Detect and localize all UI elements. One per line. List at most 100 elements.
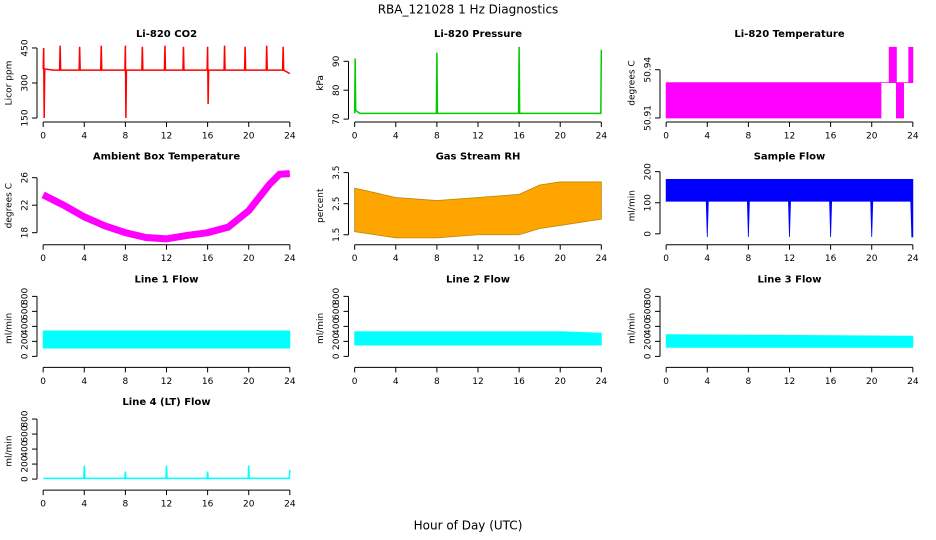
y-tick-label: 600: [332, 303, 342, 320]
x-tick-label: 20: [243, 377, 255, 387]
x-tick-label: 16: [825, 377, 837, 387]
y-tick-label: 450: [21, 39, 31, 56]
y-axis-label: ml/min: [628, 313, 638, 344]
data-line: [41, 170, 291, 243]
x-tick-label: 20: [866, 254, 878, 264]
x-tick-label: 4: [81, 500, 87, 510]
x-tick-label: 16: [513, 132, 525, 142]
x-tick-label: 8: [434, 377, 440, 387]
y-tick-label: 600: [644, 303, 654, 320]
y-tick-label: 100: [644, 194, 654, 211]
x-tick-label: 12: [161, 254, 172, 264]
x-tick-label: 16: [202, 377, 214, 387]
data-band: [665, 334, 914, 348]
y-tick-label: 800: [21, 288, 31, 305]
page-title: RBA_121028 1 Hz Diagnostics: [378, 3, 559, 17]
x-tick-label: 20: [243, 254, 255, 264]
x-tick-label: 20: [866, 377, 878, 387]
x-tick-label: 8: [123, 254, 129, 264]
x-tick-label: 0: [663, 254, 669, 264]
x-tick-label: 24: [284, 377, 296, 387]
y-tick-label: 400: [332, 318, 342, 335]
x-tick-label: 24: [284, 254, 296, 264]
x-tick-label: 16: [513, 254, 525, 264]
y-axis-label: ml/min: [5, 435, 15, 466]
y-tick-label: 800: [21, 410, 31, 427]
x-tick-label: 0: [40, 254, 46, 264]
x-tick-label: 16: [513, 377, 525, 387]
x-axis-label: Hour of Day (UTC): [414, 519, 523, 533]
x-tick-label: 12: [472, 132, 483, 142]
x-tick-label: 0: [663, 377, 669, 387]
x-tick-label: 8: [123, 377, 129, 387]
x-tick-label: 0: [352, 377, 358, 387]
y-tick-label: 1.5: [332, 228, 342, 242]
x-tick-label: 24: [596, 132, 608, 142]
x-tick-label: 8: [434, 254, 440, 264]
x-tick-label: 4: [393, 377, 399, 387]
x-tick-label: 16: [825, 254, 837, 264]
x-tick-label: 20: [554, 377, 566, 387]
y-tick-label: 150: [21, 109, 31, 126]
panel-title: Gas Stream RH: [436, 152, 521, 163]
data-line: [353, 46, 603, 115]
data-band: [665, 179, 914, 238]
y-tick-label: 200: [644, 333, 654, 350]
x-tick-label: 20: [554, 254, 566, 264]
y-axis-label: Licor ppm: [5, 61, 15, 106]
panel-title: Sample Flow: [754, 152, 826, 163]
x-tick-label: 16: [202, 500, 214, 510]
panel-title: Ambient Box Temperature: [93, 152, 240, 163]
panel-title: Li-820 CO2: [136, 29, 197, 40]
y-tick-label: 600: [21, 425, 31, 442]
x-tick-label: 8: [123, 132, 129, 142]
x-tick-label: 24: [907, 377, 919, 387]
x-tick-label: 4: [704, 132, 710, 142]
x-tick-label: 24: [284, 500, 296, 510]
y-axis-label: degrees C: [5, 183, 15, 228]
y-tick-label: 800: [644, 288, 654, 305]
x-tick-label: 24: [907, 254, 919, 264]
panel-title: Li-820 Pressure: [434, 29, 522, 40]
x-tick-label: 4: [81, 377, 87, 387]
panel-title: Line 2 Flow: [446, 274, 510, 285]
y-axis-label: percent: [316, 188, 326, 223]
data-line: [43, 465, 291, 480]
y-axis-label: ml/min: [316, 313, 326, 344]
y-tick-label: 90: [332, 55, 342, 67]
x-tick-label: 8: [746, 377, 752, 387]
y-tick-label: 0: [644, 231, 654, 237]
y-tick-label: 18: [21, 227, 31, 239]
x-tick-label: 8: [746, 254, 752, 264]
y-axis-label: ml/min: [628, 190, 638, 221]
y-tick-label: 2.5: [332, 197, 342, 211]
y-tick-label: 800: [332, 288, 342, 305]
x-tick-label: 0: [352, 254, 358, 264]
y-tick-label: 50.94: [644, 57, 654, 83]
x-tick-label: 24: [596, 254, 608, 264]
x-tick-label: 20: [243, 500, 255, 510]
x-tick-label: 4: [81, 132, 87, 142]
x-tick-label: 16: [202, 254, 214, 264]
y-tick-label: 22: [21, 199, 31, 210]
x-tick-label: 4: [704, 377, 710, 387]
x-tick-label: 24: [907, 132, 919, 142]
x-tick-label: 4: [393, 254, 399, 264]
panel-title: Li-820 Temperature: [734, 29, 844, 40]
y-tick-label: 400: [644, 318, 654, 335]
x-tick-label: 16: [825, 132, 837, 142]
y-tick-label: 70: [332, 113, 342, 125]
x-tick-label: 4: [704, 254, 710, 264]
x-tick-label: 16: [202, 132, 214, 142]
y-tick-label: 400: [21, 318, 31, 335]
x-tick-label: 0: [40, 377, 46, 387]
y-tick-label: 0: [21, 353, 31, 359]
x-tick-label: 8: [123, 500, 129, 510]
y-tick-label: 200: [21, 333, 31, 350]
x-tick-label: 4: [81, 254, 87, 264]
y-tick-label: 0: [644, 353, 654, 359]
x-tick-label: 0: [663, 132, 669, 142]
x-tick-label: 8: [434, 132, 440, 142]
y-tick-label: 0: [21, 476, 31, 482]
